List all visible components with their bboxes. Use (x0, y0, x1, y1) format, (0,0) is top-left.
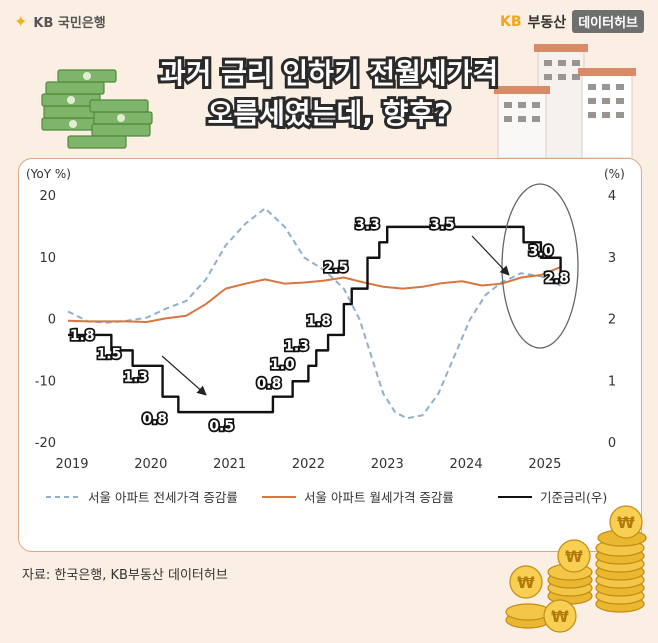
kb-realestate-logo: KB 부동산 데이터허브 (500, 10, 644, 33)
svg-text:₩: ₩ (617, 513, 635, 532)
rate-annotation: 1.5 (97, 346, 122, 362)
chart-panel (18, 158, 642, 552)
left-axis-label: (YoY %) (26, 167, 71, 181)
x-tick-label: 2021 (213, 457, 246, 472)
kb-bank-logo-text: KB 국민은행 (33, 16, 106, 31)
gold-coins-icon: ₩ ₩ ₩ ₩ (505, 505, 647, 633)
jeonse-line (67, 207, 562, 420)
rate-annotation: 1.8 (70, 328, 95, 344)
rate-annotation: 2.8 (544, 271, 569, 287)
kb-star-icon: ✦ (14, 12, 28, 31)
svg-text:₩: ₩ (551, 607, 569, 626)
right-tick-label: 3 (608, 251, 616, 266)
left-tick-label: -20 (35, 436, 56, 451)
rate-annotation: 3.0 (528, 243, 553, 259)
x-tick-label: 2023 (371, 457, 404, 472)
rate-annotation: 3.5 (430, 217, 455, 233)
right-tick-label: 4 (608, 189, 616, 204)
svg-text:₩: ₩ (517, 573, 535, 592)
x-tick-label: 2024 (450, 457, 483, 472)
left-tick-label: -10 (35, 374, 56, 389)
legend-label: 기준금리(우) (540, 490, 607, 505)
svg-text:₩: ₩ (565, 547, 583, 566)
left-tick-label: 20 (39, 189, 56, 204)
base-rate-line (68, 225, 562, 414)
source-note: 자료: 한국은행, KB부동산 데이터허브 (22, 568, 228, 583)
right-tick-label: 0 (608, 436, 616, 451)
x-tick-label: 2025 (528, 457, 561, 472)
legend-label: 서울 아파트 전세가격 증감률 (88, 490, 238, 505)
rate-annotation: 0.8 (257, 376, 282, 392)
kb-mark: KB (500, 13, 522, 30)
rate-annotation: 2.5 (324, 260, 349, 276)
highlight-ellipse (501, 183, 579, 349)
money-stack-icon (41, 69, 153, 149)
right-axis-label: (%) (604, 167, 625, 181)
realestate-name: 부동산 (527, 14, 567, 31)
x-tick-label: 2019 (55, 457, 88, 472)
right-tick-label: 1 (608, 374, 616, 389)
apartment-buildings-icon (494, 44, 636, 158)
legend-label: 서울 아파트 월세가격 증감률 (304, 490, 454, 505)
rate-annotation: 3.3 (355, 217, 380, 233)
right-tick-label: 2 (608, 313, 616, 328)
left-tick-label: 10 (39, 251, 56, 266)
x-tick-label: 2020 (134, 457, 167, 472)
data-hub-badge: 데이터허브 (572, 10, 644, 33)
title-line-2: 오름세였는데, 향후? (205, 94, 454, 133)
left-tick-label: 0 (48, 313, 56, 328)
rate-annotation: 1.0 (270, 357, 295, 373)
kb-bank-logo: ✦ KB 국민은행 (14, 12, 106, 31)
rate-annotation: 0.8 (142, 411, 167, 427)
rate-annotation: 1.3 (123, 369, 148, 385)
title-line-1: 과거 금리 인하기 전월세가격 (157, 54, 501, 93)
x-tick-label: 2022 (292, 457, 325, 472)
rate-annotation: 1.8 (306, 314, 331, 330)
down-arrow-2 (471, 235, 510, 276)
rate-annotation: 1.3 (284, 338, 309, 354)
rate-annotation: 0.5 (209, 419, 234, 435)
down-arrow-1 (161, 355, 207, 396)
wolse-line (67, 266, 561, 323)
